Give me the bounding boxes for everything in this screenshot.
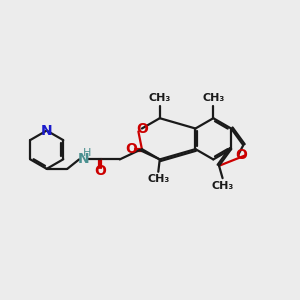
Text: H: H	[83, 148, 91, 158]
Text: N: N	[41, 124, 52, 138]
Text: CH₃: CH₃	[202, 93, 224, 103]
Text: CH₃: CH₃	[212, 181, 234, 191]
Text: O: O	[125, 142, 137, 156]
Text: O: O	[236, 148, 247, 163]
Text: N: N	[78, 152, 89, 167]
Text: CH₃: CH₃	[147, 174, 170, 184]
Text: O: O	[136, 122, 148, 136]
Text: O: O	[94, 164, 106, 178]
Text: CH₃: CH₃	[148, 93, 171, 103]
